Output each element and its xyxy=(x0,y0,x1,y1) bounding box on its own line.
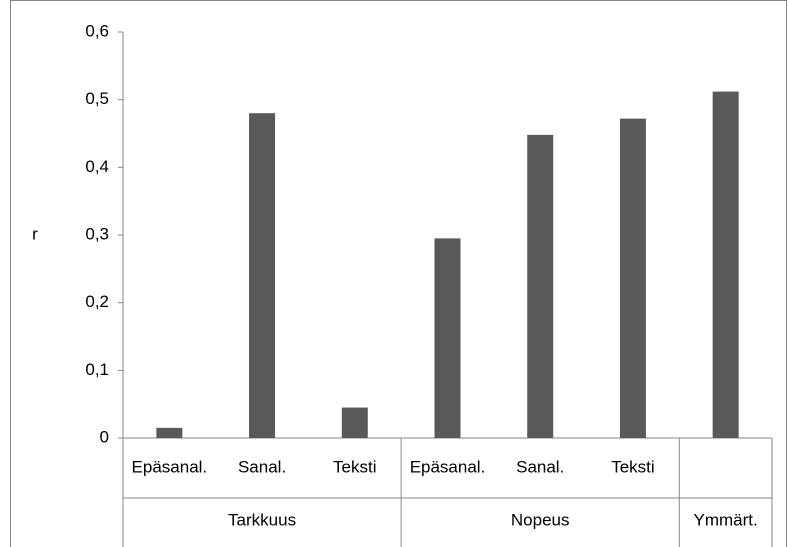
bar xyxy=(434,238,461,438)
y-tick-label: 0,2 xyxy=(85,292,109,311)
bar xyxy=(156,427,183,438)
y-axis-label: r xyxy=(32,224,38,243)
x-tick-label: Sanal. xyxy=(238,457,286,476)
x-tick-label: Epäsanal. xyxy=(132,457,208,476)
y-tick-label: 0,3 xyxy=(85,224,109,243)
bar xyxy=(341,407,368,438)
bar xyxy=(712,91,739,439)
group-label: Ymmärt. xyxy=(694,510,758,529)
y-tick-label: 0,4 xyxy=(85,157,109,176)
bar xyxy=(249,113,276,438)
y-tick-label: 0,6 xyxy=(85,21,109,40)
y-tick-label: 0,1 xyxy=(85,360,109,379)
x-tick-label: Teksti xyxy=(611,457,654,476)
y-tick-label: 0,5 xyxy=(85,89,109,108)
y-tick-label: 0 xyxy=(100,427,109,446)
x-tick-label: Sanal. xyxy=(516,457,564,476)
bar xyxy=(527,134,554,438)
x-tick-label: Epäsanal. xyxy=(410,457,486,476)
bar xyxy=(619,118,646,438)
chart-frame xyxy=(10,0,787,547)
group-label: Nopeus xyxy=(511,510,570,529)
x-tick-label: Teksti xyxy=(333,457,376,476)
group-label: Tarkkuus xyxy=(228,510,296,529)
